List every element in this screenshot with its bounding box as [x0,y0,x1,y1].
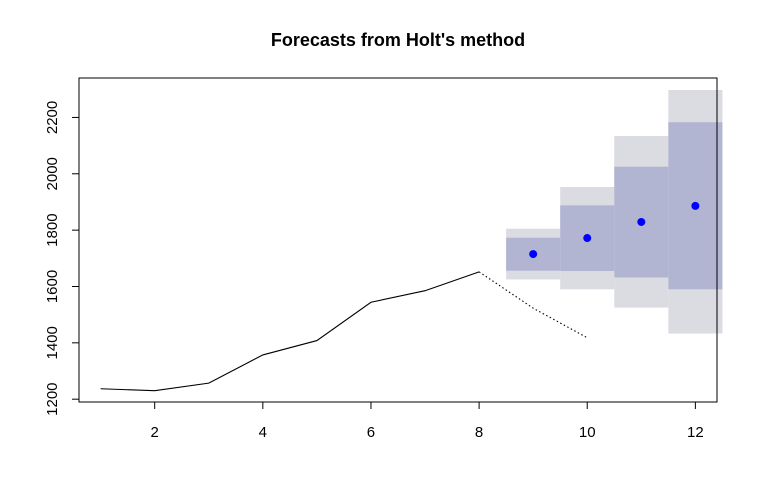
dotted-continuation-line [478,271,588,339]
forecast-point-12 [691,201,700,210]
y-tick-label-1400: 1400 [44,326,61,359]
observed-line [100,271,480,392]
x-tick-label-12: 12 [687,424,704,441]
series-lines [100,271,588,392]
forecast-points [529,201,700,259]
y-tick-label-2200: 2200 [44,101,61,134]
x-tick-label-4: 4 [259,424,267,441]
prediction-intervals [506,90,723,334]
x-tick-label-10: 10 [579,424,596,441]
forecast-point-10 [583,234,592,243]
forecast-point-9 [529,250,538,259]
y-tick-label-1800: 1800 [44,213,61,246]
x-axis: 2 4 6 8 10 12 [151,401,704,441]
y-axis: 1200 1400 1600 1800 2000 2200 [44,101,80,416]
y-tick-label-1600: 1600 [44,270,61,303]
x-tick-label-2: 2 [151,424,159,441]
x-tick-label-6: 6 [367,424,375,441]
y-tick-label-1200: 1200 [44,382,61,415]
y-tick-label-2000: 2000 [44,157,61,190]
chart-title: Forecasts from Holt's method [271,30,525,50]
forecast-point-11 [637,217,646,226]
x-tick-label-8: 8 [475,424,483,441]
